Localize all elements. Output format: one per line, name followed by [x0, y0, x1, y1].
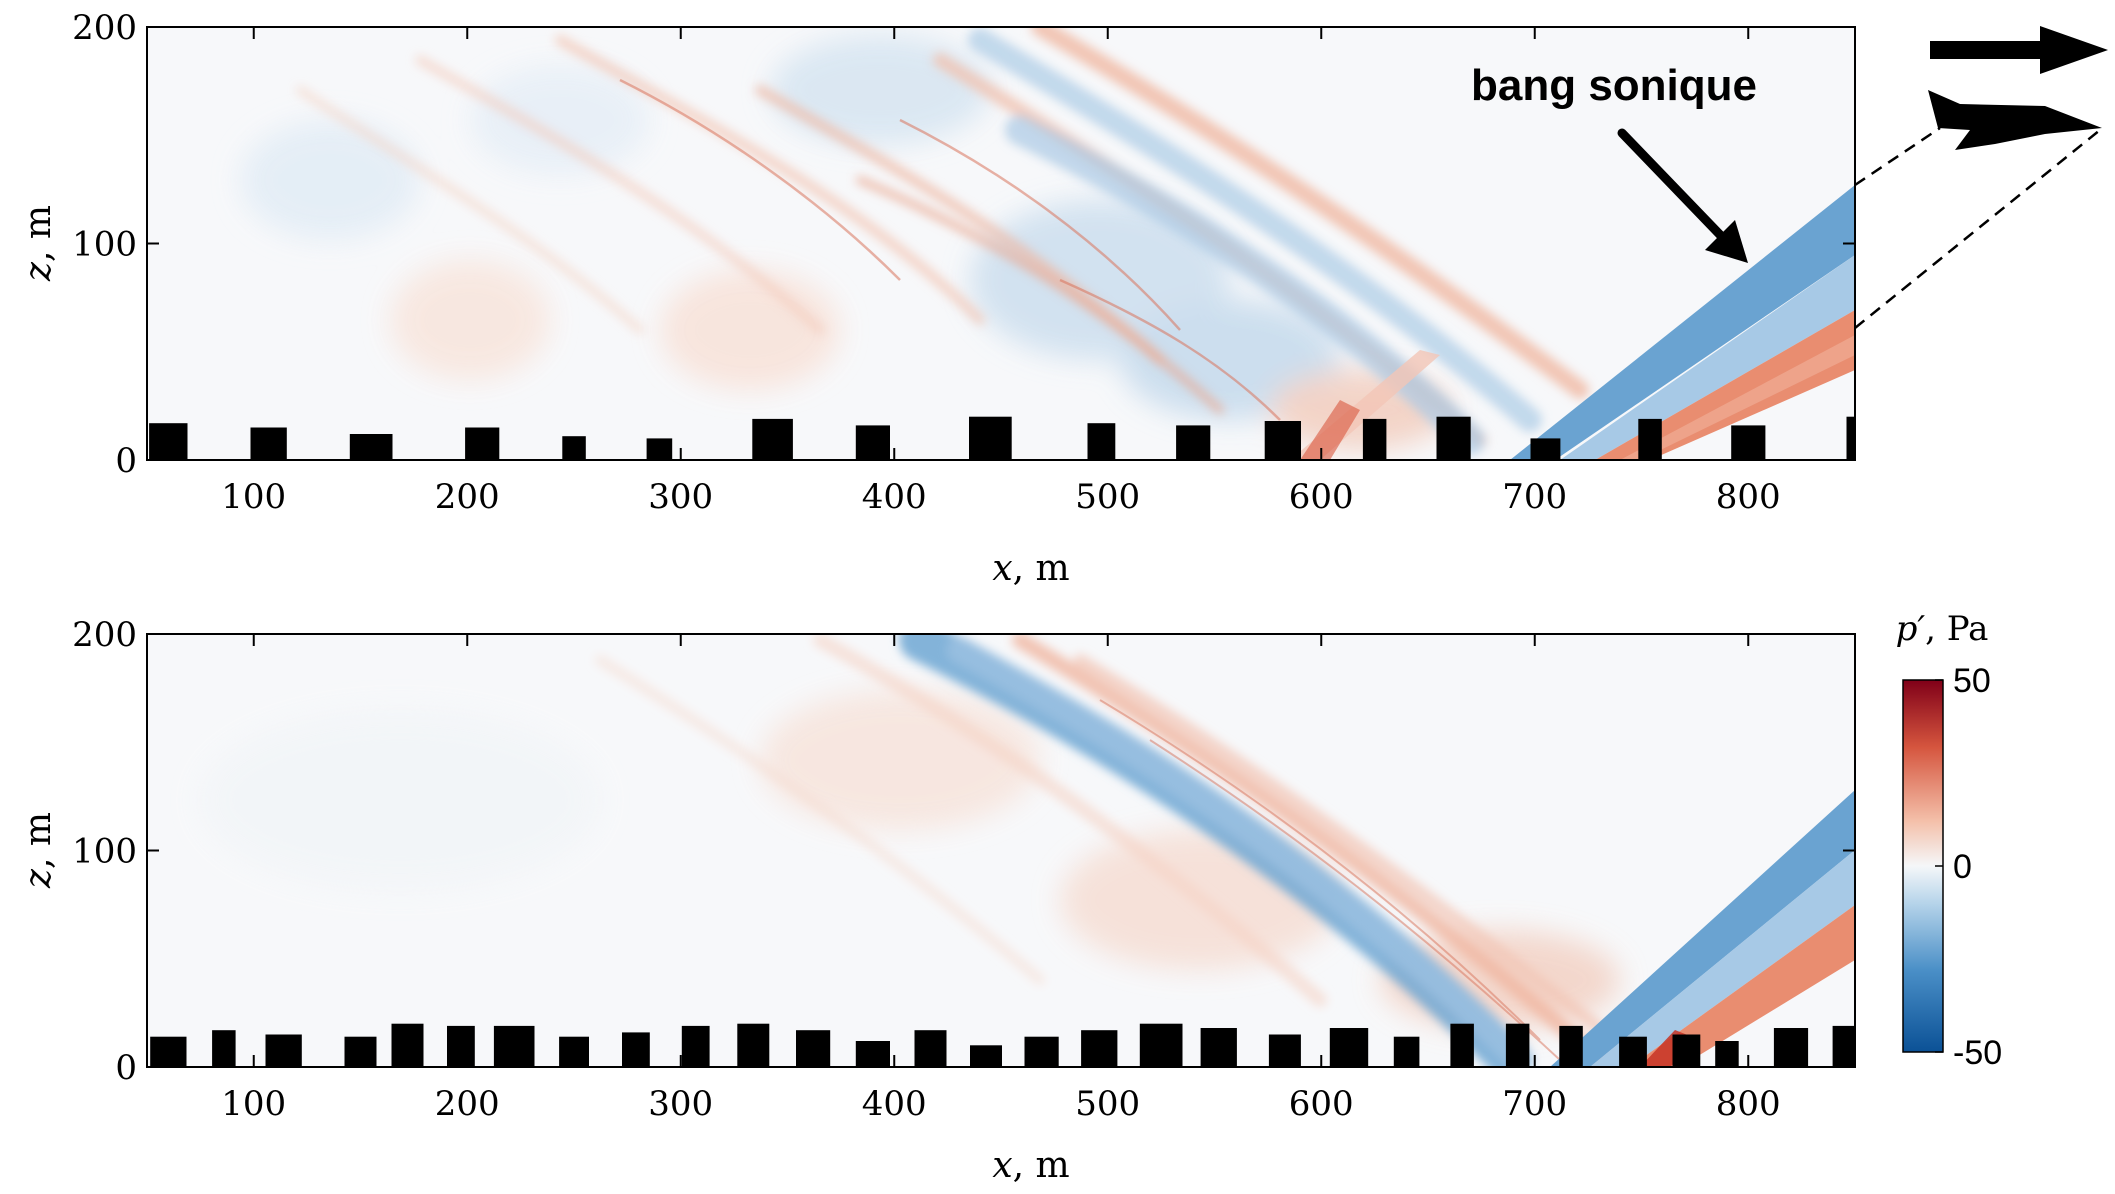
building-15 — [1530, 438, 1561, 460]
building-27 — [1672, 1034, 1701, 1067]
building-30 — [1832, 1025, 1855, 1067]
building-5 — [562, 436, 586, 460]
y-tick-label: 100 — [72, 225, 137, 265]
building-29 — [1773, 1028, 1809, 1067]
building-4 — [465, 427, 500, 460]
colorbar-tick-label: 50 — [1953, 662, 1991, 700]
x-axis-bottom: 100 200 300 400 500 600 700 800 — [221, 634, 1781, 1124]
building-7 — [493, 1025, 535, 1067]
building-11 — [1176, 425, 1211, 460]
x-tick-label: 400 — [862, 1084, 927, 1124]
building-2 — [212, 1030, 236, 1067]
building-12 — [1264, 421, 1301, 460]
building-21 — [1329, 1028, 1369, 1067]
building-18 — [1139, 1023, 1183, 1067]
building-25 — [1559, 1025, 1583, 1067]
x-tick-label: 700 — [1502, 477, 1567, 517]
x-tick-label: 100 — [221, 1084, 286, 1124]
x-tick-label: 600 — [1289, 1084, 1354, 1124]
projection-lines — [1854, 126, 2101, 329]
building-1 — [149, 423, 188, 460]
annotation-label: bang sonique — [1471, 61, 1757, 110]
x-tick-label: 100 — [221, 477, 286, 517]
building-16 — [1024, 1036, 1059, 1067]
building-6 — [646, 438, 673, 460]
building-17 — [1081, 1030, 1118, 1067]
building-3 — [349, 434, 393, 460]
y-axis-top: 0 100 200 — [72, 8, 1855, 481]
y-tick-label: 200 — [72, 8, 137, 48]
building-12 — [796, 1030, 831, 1067]
colorbar: p′, Pa 50 0 -50 — [1896, 609, 2003, 1072]
x-axis-label-top: x, m — [992, 548, 1069, 589]
building-22 — [1393, 1036, 1420, 1067]
colorbar-tick-label: -50 — [1953, 1034, 2002, 1072]
x-tick-label: 200 — [435, 477, 500, 517]
x-tick-label: 300 — [648, 477, 713, 517]
x-tick-label: 800 — [1716, 477, 1781, 517]
building-18 — [1846, 416, 1855, 460]
y-tick-label: 200 — [72, 615, 137, 655]
building-5 — [391, 1023, 424, 1067]
building-6 — [447, 1025, 475, 1067]
y-axis-label-bottom: z, m — [18, 812, 59, 889]
building-13 — [1362, 418, 1387, 460]
y-tick-label: 100 — [72, 832, 137, 872]
building-4 — [344, 1036, 377, 1067]
building-26 — [1619, 1036, 1647, 1067]
building-23 — [1450, 1023, 1474, 1067]
building-10 — [1087, 423, 1116, 460]
buildings-top — [149, 416, 1855, 460]
x-axis-label-bottom: x, m — [992, 1145, 1069, 1186]
building-7 — [752, 418, 793, 460]
colorbar-label: p′, Pa — [1896, 609, 1989, 649]
arrow-right-icon — [1930, 26, 2108, 74]
x-tick-label: 800 — [1716, 1084, 1781, 1124]
building-11 — [737, 1023, 770, 1067]
building-20 — [1268, 1034, 1301, 1067]
building-9 — [622, 1032, 650, 1067]
x-tick-label: 700 — [1502, 1084, 1567, 1124]
panel-bottom: 100 200 300 400 500 600 700 800 0 100 200 x, m z,… — [18, 615, 1856, 1186]
annotations: bang sonique — [1471, 26, 2108, 329]
building-16 — [1638, 418, 1662, 460]
building-24 — [1505, 1023, 1530, 1067]
y-tick-label: 0 — [115, 1048, 137, 1088]
panel-top: 100 200 300 400 500 600 700 800 0 100 200 x, m z,… — [18, 8, 1856, 589]
x-tick-label: 600 — [1289, 477, 1354, 517]
x-tick-label: 300 — [648, 1084, 713, 1124]
building-10 — [681, 1025, 710, 1067]
building-19 — [1200, 1028, 1237, 1067]
building-3 — [265, 1034, 302, 1067]
building-14 — [914, 1030, 947, 1067]
building-8 — [855, 425, 890, 460]
x-tick-label: 500 — [1075, 477, 1140, 517]
building-14 — [1436, 416, 1471, 460]
building-9 — [969, 416, 1012, 460]
x-tick-label: 400 — [862, 477, 927, 517]
pressure-field-top — [147, 27, 1855, 460]
x-tick-label: 200 — [435, 1084, 500, 1124]
building-28 — [1715, 1041, 1739, 1067]
building-13 — [855, 1041, 890, 1067]
building-2 — [250, 427, 287, 460]
y-tick-label: 0 — [115, 441, 137, 481]
pressure-field-bottom — [147, 634, 1855, 1067]
building-8 — [559, 1036, 589, 1067]
arrow-down-right-icon — [1617, 128, 1748, 263]
x-axis-top: 100 200 300 400 500 600 700 800 — [221, 27, 1781, 517]
x-tick-label: 500 — [1075, 1084, 1140, 1124]
colorbar-ticks: 50 0 -50 — [1935, 662, 2002, 1072]
y-axis-label-top: z, m — [18, 205, 59, 282]
y-axis-bottom: 0 100 200 — [72, 615, 1855, 1088]
building-15 — [970, 1045, 1002, 1067]
buildings-bottom — [150, 1023, 1855, 1067]
colorbar-tick-label: 0 — [1953, 848, 1972, 886]
building-1 — [150, 1036, 187, 1067]
aircraft-silhouette-icon — [1928, 90, 2102, 150]
